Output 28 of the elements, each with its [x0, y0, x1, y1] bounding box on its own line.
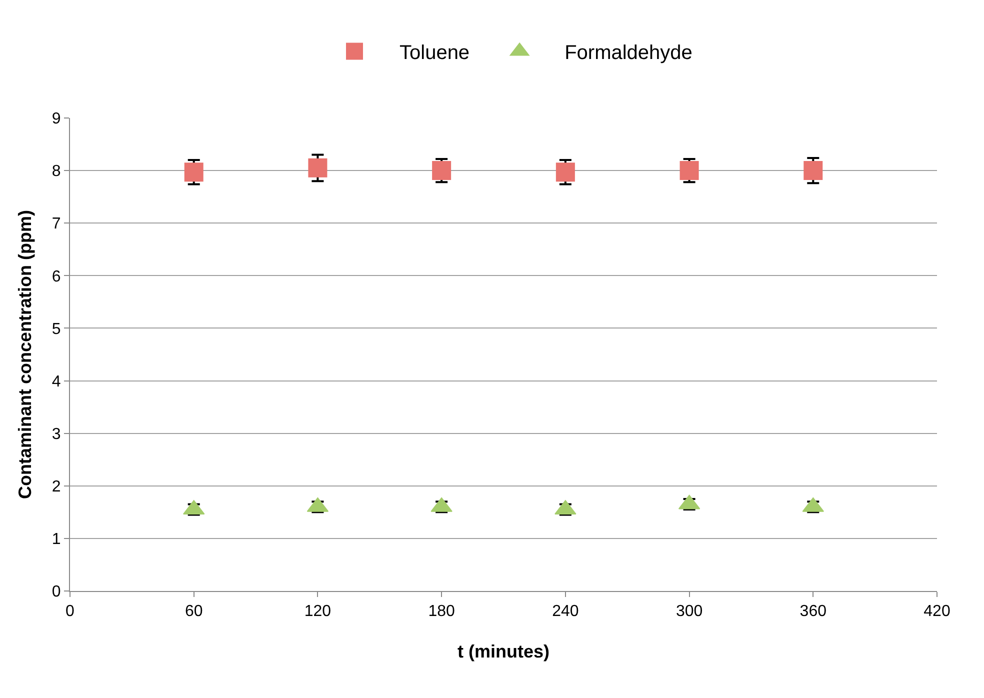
point — [432, 161, 452, 180]
y-tick-label: 8 — [52, 163, 61, 180]
point — [680, 161, 699, 180]
x-tick-label: 420 — [924, 603, 950, 620]
y-tick-label: 2 — [52, 478, 61, 496]
legend-label: Formaldehyde — [564, 42, 692, 64]
y-tick-label: 4 — [52, 373, 61, 390]
y-tick-label: 1 — [52, 531, 61, 548]
y-axis-title: Contaminant concentration (ppm) — [15, 210, 36, 499]
y-tick-label: 9 — [52, 110, 61, 128]
x-tick-label: 360 — [800, 603, 827, 620]
point — [556, 162, 575, 182]
point — [184, 162, 204, 182]
point — [308, 158, 328, 178]
x-tick-label: 0 — [66, 603, 75, 620]
y-tick-label: 6 — [52, 268, 61, 286]
x-tick-label: 300 — [676, 603, 703, 620]
legend-label: Toluene — [400, 42, 470, 64]
point — [804, 161, 823, 180]
x-tick-label: 180 — [428, 603, 456, 620]
x-axis-title: t (minutes) — [458, 641, 550, 662]
y-tick-label: 0 — [52, 584, 61, 601]
x-tick-label: 60 — [184, 603, 203, 620]
y-tick-label: 7 — [52, 216, 61, 233]
x-tick-label: 240 — [552, 603, 579, 620]
y-tick-label: 5 — [52, 320, 61, 338]
y-tick-label: 3 — [52, 426, 61, 443]
x-tick-label: 120 — [304, 603, 332, 620]
